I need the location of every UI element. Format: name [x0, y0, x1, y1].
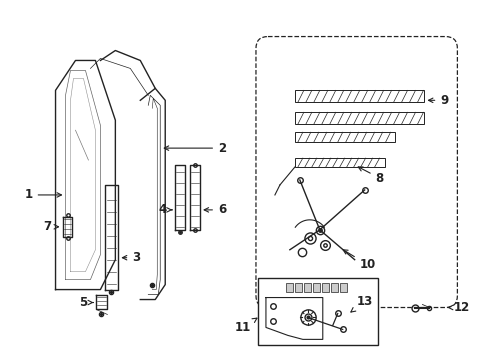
Bar	[294, 283, 301, 292]
Bar	[285, 283, 292, 292]
Bar	[294, 158, 384, 167]
Bar	[339, 283, 346, 292]
Bar	[312, 283, 319, 292]
Bar	[330, 283, 337, 292]
Text: 9: 9	[427, 94, 447, 107]
Text: 3: 3	[122, 251, 140, 264]
Text: 13: 13	[350, 295, 372, 312]
Text: 5: 5	[79, 296, 93, 309]
Text: 2: 2	[164, 141, 225, 155]
Bar	[294, 112, 424, 124]
Text: 7: 7	[43, 220, 59, 233]
Text: 10: 10	[343, 250, 375, 271]
Text: 12: 12	[447, 301, 468, 314]
Bar	[303, 283, 310, 292]
Text: 11: 11	[234, 318, 256, 334]
Bar	[294, 90, 424, 102]
Bar	[294, 132, 394, 142]
Text: 6: 6	[203, 203, 226, 216]
Bar	[258, 278, 377, 345]
Text: 8: 8	[358, 167, 383, 185]
Text: 1: 1	[24, 188, 61, 202]
Text: 4: 4	[158, 203, 172, 216]
Bar	[321, 283, 328, 292]
